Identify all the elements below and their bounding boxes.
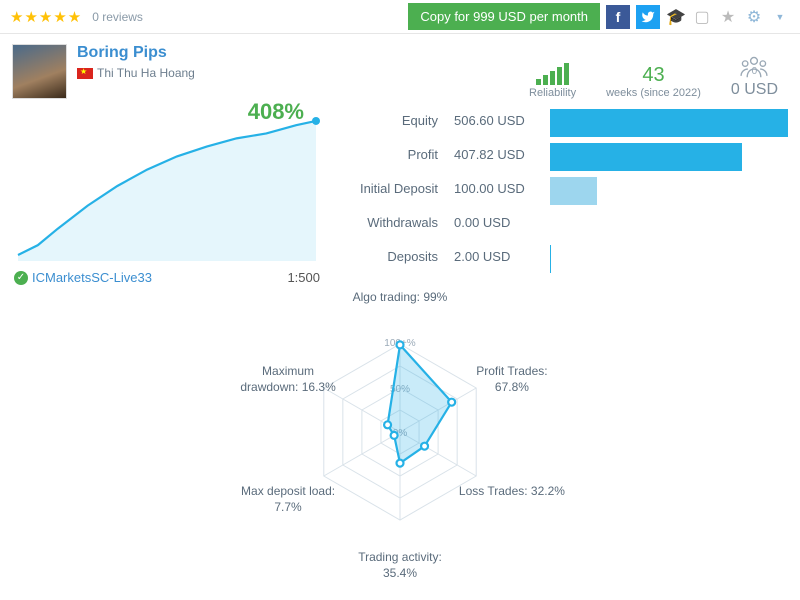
stat-row: Withdrawals0.00 USD [336,205,788,239]
growth-chart: 408% ✓ ICMarketsSC-Live33 1:500 [12,103,322,289]
radar-axis-label: Algo trading: 99% [340,290,460,306]
signal-name[interactable]: Boring Pips [77,44,195,62]
reliability-label: Reliability [529,87,576,99]
subscribers-funds: 0 USD [731,81,778,99]
reliability-bars-icon [529,63,576,85]
stat-bar [550,208,788,236]
stat-value: 0.00 USD [454,215,550,230]
stat-value: 100.00 USD [454,181,550,196]
stat-label: Equity [336,113,454,128]
broker-link[interactable]: ✓ ICMarketsSC-Live33 [14,270,152,285]
stat-label: Withdrawals [336,215,454,230]
radar-axis-label: Trading activity:35.4% [340,550,460,581]
avatar[interactable] [12,44,67,99]
reviews-count[interactable]: 0 reviews [92,10,143,24]
summary-block: Reliability 43 weeks (since 2022) 0 0 US… [529,44,788,99]
dropdown-caret-icon[interactable]: ▼ [770,7,790,27]
stat-value: 407.82 USD [454,147,550,162]
radar-axis-label: Profit Trades:67.8% [452,364,572,395]
broker-text: ICMarketsSC-Live33 [32,270,152,285]
stat-value: 2.00 USD [454,249,550,264]
author-text: Thi Thu Ha Hoang [97,66,195,80]
stat-bar [550,106,788,134]
shield-icon[interactable]: ▢ [692,7,712,27]
weeks-label: weeks (since 2022) [606,87,701,99]
leverage-value: 1:500 [287,270,320,285]
settings-gear-icon[interactable]: ⚙ [744,7,764,27]
stat-row: Initial Deposit100.00 USD [336,171,788,205]
verified-check-icon: ✓ [14,271,28,285]
favorite-star-icon[interactable]: ★ [718,7,738,27]
profile-block: Boring Pips Thi Thu Ha Hoang [12,44,312,99]
education-icon[interactable]: 🎓 [666,7,686,27]
stat-row: Deposits2.00 USD [336,239,788,273]
top-bar: ★★★★★ 0 reviews Copy for 999 USD per mon… [0,0,800,34]
copy-subscribe-button[interactable]: Copy for 999 USD per month [408,3,600,30]
growth-percent: 408% [248,99,304,125]
facebook-icon[interactable]: f [606,5,630,29]
author-name[interactable]: Thi Thu Ha Hoang [77,66,195,80]
stat-value: 506.60 USD [454,113,550,128]
stat-label: Initial Deposit [336,181,454,196]
radar-chart: 0%50%100+% Algo trading: 99%Profit Trade… [0,297,800,577]
stat-label: Profit [336,147,454,162]
country-flag-icon [77,68,93,79]
radar-axis-label: Max deposit load:7.7% [228,484,348,515]
radar-axis-label: Loss Trades: 32.2% [452,484,572,500]
stat-bar [550,174,788,202]
weeks-col: 43 weeks (since 2022) [606,64,701,99]
stat-label: Deposits [336,249,454,264]
reliability-col: Reliability [529,63,576,99]
twitter-icon[interactable] [636,5,660,29]
stat-row: Profit407.82 USD [336,137,788,171]
stat-row: Equity506.60 USD [336,103,788,137]
weeks-value: 43 [606,64,701,87]
stats-table: Equity506.60 USDProfit407.82 USDInitial … [336,103,788,289]
rating-stars[interactable]: ★★★★★ [10,8,82,26]
stat-bar [550,242,788,270]
subscribers-icon: 0 [731,55,778,77]
radar-axis-label: Maximumdrawdown: 16.3% [228,364,348,395]
stat-bar [550,140,788,168]
subscribers-col: 0 0 USD [731,55,778,99]
